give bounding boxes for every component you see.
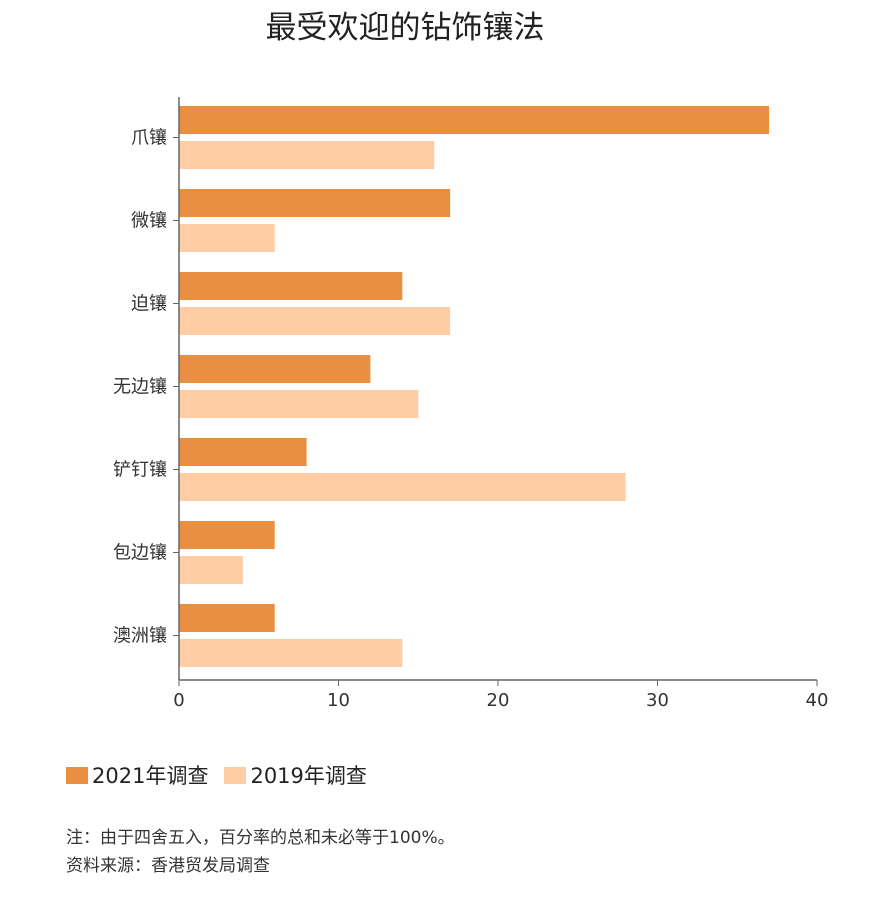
x-tick-label: 40: [806, 690, 829, 711]
bar-2021-7: [179, 604, 275, 632]
x-tick-label: 0: [173, 690, 184, 711]
bar-2019-7: [179, 639, 403, 667]
bar-2019-5: [179, 473, 626, 501]
y-tick-label: 迫镶: [131, 294, 167, 315]
bar-2021-3: [179, 272, 403, 300]
legend-swatch-2019: [224, 766, 247, 784]
y-tick-label: 澳洲镶: [113, 626, 167, 647]
bar-2019-3: [179, 307, 451, 335]
y-tick-label: 爪镶: [131, 128, 167, 149]
legend-item-2019: 2019年调查: [224, 760, 367, 790]
x-tick-label: 10: [327, 690, 350, 711]
bar-2019-2: [179, 224, 275, 252]
x-tick-label: 20: [487, 690, 510, 711]
legend-item-2021: 2021年调查: [66, 760, 208, 790]
y-tick-label: 无边镶: [113, 377, 167, 398]
bar-2019-4: [179, 390, 419, 418]
chart-title: 最受欢迎的钻饰镶法: [265, 10, 545, 46]
bar-2019-1: [179, 141, 435, 169]
legend: 2021年调查 2019年调查: [66, 760, 383, 790]
legend-label-2019: 2019年调查: [250, 764, 367, 788]
bar-2021-2: [179, 189, 451, 217]
legend-label-2021: 2021年调查: [92, 764, 209, 788]
source-note: 资料来源：香港贸发局调查: [66, 856, 270, 876]
bar-2019-6: [179, 556, 243, 584]
y-tick-label: 包边镶: [113, 543, 167, 564]
y-tick-label: 微镶: [131, 211, 167, 232]
bar-2021-5: [179, 438, 307, 466]
rounding-note: 注：由于四舍五入，百分率的总和未必等于100%。: [66, 828, 455, 848]
x-tick-label: 30: [646, 690, 669, 711]
y-tick-label: 铲钉镶: [113, 460, 167, 481]
bar-2021-6: [179, 521, 275, 549]
bar-2021-1: [179, 106, 770, 134]
legend-swatch-2021: [66, 766, 88, 784]
bar-2021-4: [179, 355, 371, 383]
footnotes: 注：由于四舍五入，百分率的总和未必等于100%。 资料来源：香港贸发局调查: [66, 824, 455, 880]
